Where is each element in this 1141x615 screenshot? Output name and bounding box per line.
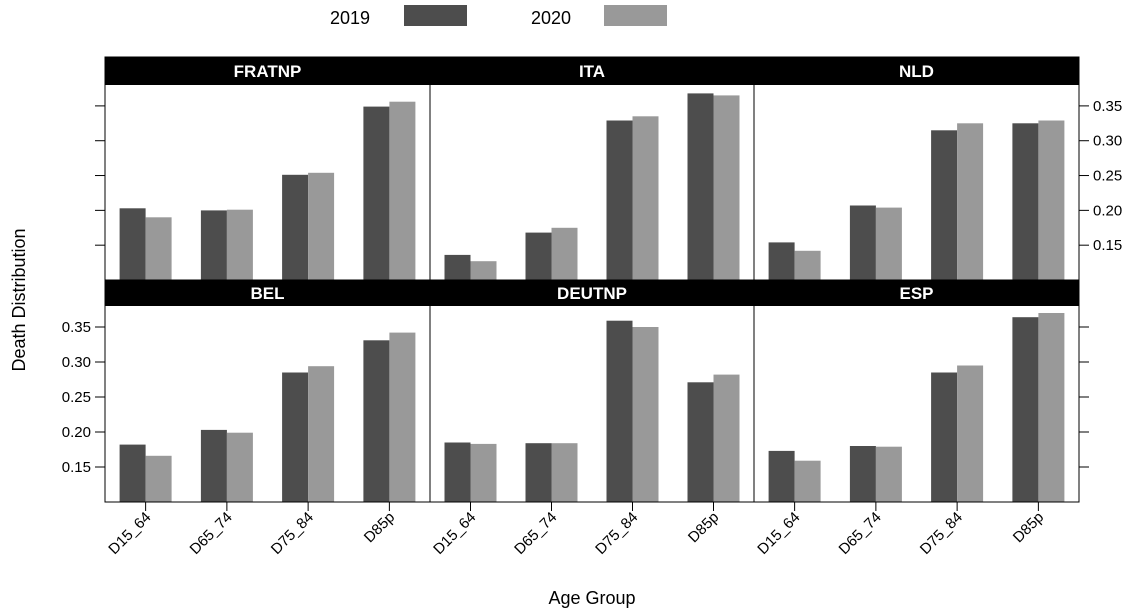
bar-fratnp-d65-74-2020 — [226, 209, 253, 280]
bar-bel-d75-84-2020 — [308, 366, 335, 502]
bar-deutnp-d65-74-2020 — [551, 443, 578, 502]
bar-fratnp-d85p-2019 — [363, 106, 390, 280]
y-axis: 0.15 0.20 0.25 0.30 0.35 0.15 0.20 0.25 0.30 0.35 — [62, 98, 1122, 476]
bar-deutnp-d15-64-2019 — [444, 442, 471, 502]
y-tick-label-right: 0.20 — [1093, 202, 1122, 219]
bar-esp-d85p-2019 — [1012, 317, 1039, 502]
bar-bel-d85p-2019 — [363, 340, 390, 502]
bar-deutnp-d85p-2019 — [687, 382, 714, 502]
bar-nld-d85p-2020 — [1038, 120, 1065, 280]
legend: 2019 2020 — [330, 5, 667, 28]
bar-esp-d65-74-2019 — [849, 446, 876, 502]
bar-ita-d15-64-2020 — [470, 261, 497, 280]
legend-swatch-2019 — [404, 5, 467, 26]
plot-area: FRATNP ITA NLD BEL DEUTNP ESP 0.15 0.20 0.25 0.30… — [62, 56, 1122, 558]
bar-esp-d15-64-2020 — [794, 460, 821, 502]
panel-nld: NLD — [753, 56, 1080, 281]
y-tick-label-right: 0.35 — [1093, 98, 1122, 115]
bar-ita-d75-84-2019 — [606, 120, 633, 280]
bar-nld-d15-64-2020 — [794, 250, 821, 280]
y-axis-title: Death Distribution — [9, 228, 29, 371]
bar-fratnp-d15-64-2019 — [119, 208, 146, 280]
strip-bel — [105, 280, 430, 306]
bar-fratnp-d75-84-2020 — [308, 172, 335, 281]
bar-deutnp-d75-84-2020 — [632, 327, 659, 502]
bar-fratnp-d65-74-2019 — [200, 210, 227, 280]
y-tick-label-left: 0.25 — [62, 389, 91, 406]
bar-esp-d65-74-2020 — [875, 446, 902, 502]
panel-deutnp: DEUTNP — [429, 279, 755, 503]
bar-esp-d75-84-2019 — [931, 372, 958, 502]
strip-label-fratnp: FRATNP — [234, 62, 302, 81]
bar-fratnp-d75-84-2019 — [282, 174, 309, 280]
y-tick-label-left: 0.20 — [62, 424, 91, 441]
bar-fratnp-d15-64-2020 — [145, 217, 172, 280]
y-tick-label-left: 0.30 — [62, 354, 91, 371]
bar-bel-d65-74-2020 — [226, 432, 253, 502]
bar-deutnp-d75-84-2019 — [606, 320, 633, 502]
panel-esp: ESP — [753, 279, 1080, 503]
y-tick-label-left: 0.15 — [62, 459, 91, 476]
y-tick-label-left: 0.35 — [62, 319, 91, 336]
bar-deutnp-d65-74-2019 — [525, 443, 552, 502]
bar-bel-d85p-2020 — [389, 332, 416, 502]
bar-fratnp-d85p-2020 — [389, 101, 416, 280]
bar-bel-d15-64-2019 — [119, 444, 146, 502]
bar-ita-d85p-2020 — [713, 95, 740, 281]
strip-label-nld: NLD — [899, 62, 934, 81]
x-axis-title: Age Group — [548, 588, 635, 608]
strip-label-ita: ITA — [579, 62, 605, 81]
y-tick-label-right: 0.25 — [1093, 168, 1122, 185]
panel-fratnp: FRATNP — [104, 56, 431, 281]
strip-label-bel: BEL — [251, 284, 285, 303]
strip-nld — [754, 57, 1079, 85]
bar-ita-d65-74-2019 — [525, 232, 552, 280]
bar-esp-d85p-2020 — [1038, 313, 1065, 502]
bar-ita-d75-84-2020 — [632, 116, 659, 280]
strip-label-esp: ESP — [899, 284, 933, 303]
panel-ita: ITA — [429, 56, 755, 281]
strip-fratnp — [105, 57, 430, 85]
legend-label-2019: 2019 — [330, 8, 370, 28]
y-tick-label-right: 0.15 — [1093, 237, 1122, 254]
y-tick-label-right: 0.30 — [1093, 133, 1122, 150]
strip-ita — [430, 57, 754, 85]
bar-nld-d15-64-2019 — [768, 242, 795, 280]
strip-label-deutnp: DEUTNP — [557, 284, 627, 303]
bar-nld-d75-84-2019 — [931, 130, 958, 280]
bar-nld-d65-74-2019 — [849, 205, 876, 280]
bar-ita-d65-74-2020 — [551, 227, 578, 280]
bar-nld-d65-74-2020 — [875, 207, 902, 280]
bar-esp-d15-64-2019 — [768, 450, 795, 502]
bar-nld-d85p-2019 — [1012, 123, 1039, 280]
bar-ita-d15-64-2019 — [444, 254, 471, 280]
bar-esp-d75-84-2020 — [957, 365, 984, 502]
bar-deutnp-d15-64-2020 — [470, 443, 497, 502]
panel-bel: BEL — [104, 279, 431, 503]
strip-deutnp — [430, 280, 754, 306]
bar-ita-d85p-2019 — [687, 93, 714, 281]
bar-bel-d75-84-2019 — [282, 372, 309, 502]
strip-esp — [754, 280, 1079, 306]
panel-frame-esp — [753, 279, 1080, 503]
legend-swatch-2020 — [604, 5, 667, 26]
bar-bel-d15-64-2020 — [145, 455, 172, 502]
bar-deutnp-d85p-2020 — [713, 374, 740, 502]
bar-bel-d65-74-2019 — [200, 429, 227, 502]
bar-nld-d75-84-2020 — [957, 123, 984, 280]
legend-label-2020: 2020 — [531, 8, 571, 28]
